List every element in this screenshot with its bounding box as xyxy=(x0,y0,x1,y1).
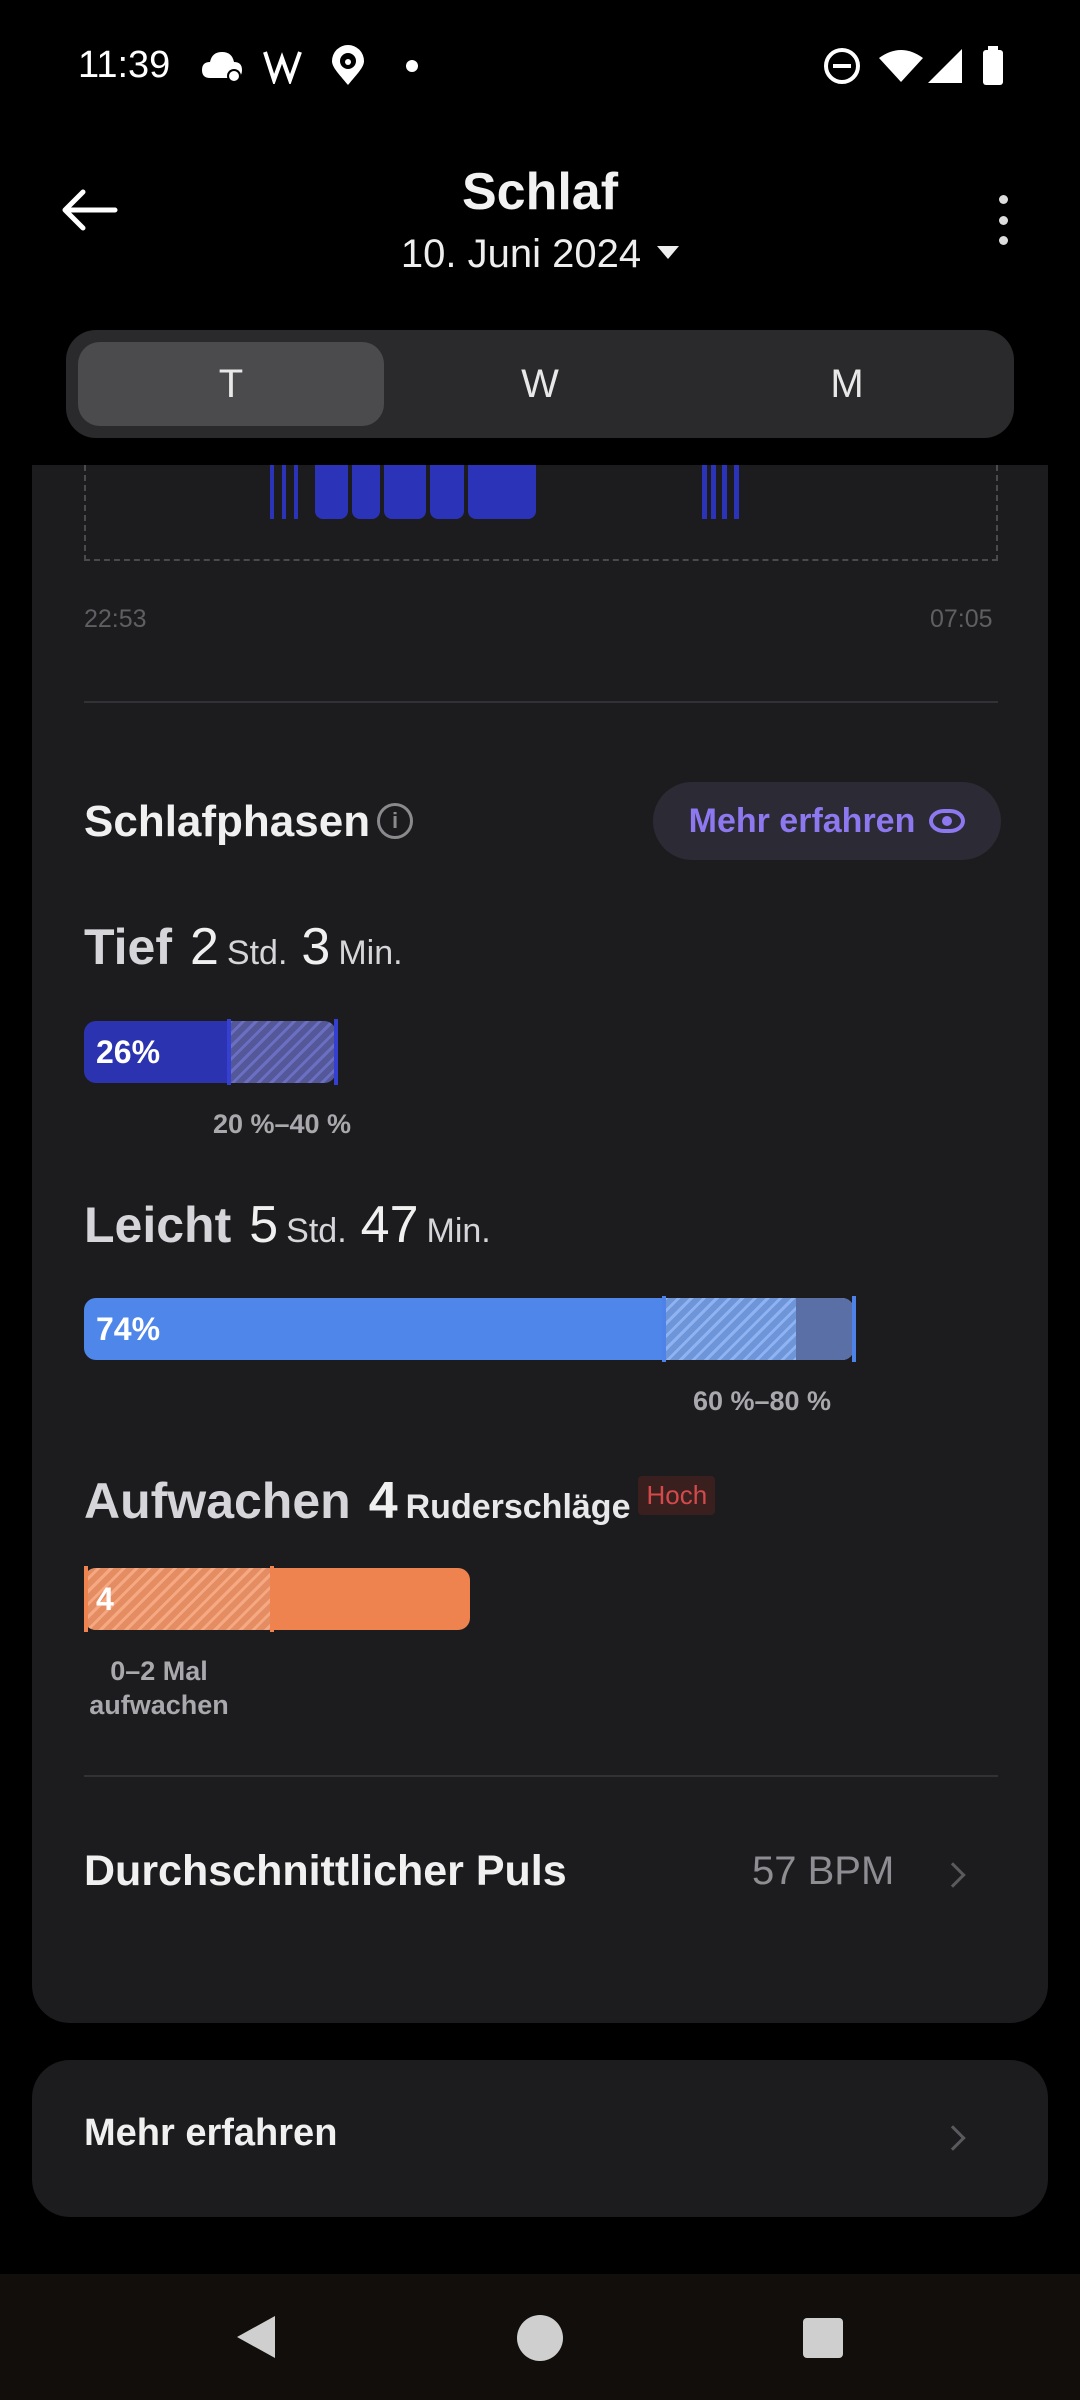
light-minutes-unit: Min. xyxy=(426,1212,491,1250)
status-badge: Hoch xyxy=(638,1476,716,1515)
tab-month[interactable]: M xyxy=(830,361,864,406)
light-range-label: 60 %–80 % xyxy=(692,1386,832,1416)
avg-pulse-label: Durchschnittlicher Puls xyxy=(84,1847,567,1895)
sleep-bar xyxy=(384,465,426,519)
awake-bar: 4 xyxy=(84,1568,470,1630)
sleep-bar xyxy=(702,465,707,519)
light-sleep-label: Leicht xyxy=(84,1197,232,1253)
more-options-button[interactable] xyxy=(985,195,1021,245)
light-sleep-row: Leicht 5 Std. 47 Min. xyxy=(84,1195,505,1255)
deep-sleep-bar: 26% xyxy=(84,1021,336,1083)
date-label: 10. Juni 2024 xyxy=(400,232,642,276)
chevron-right-icon xyxy=(940,2125,966,2151)
light-hours-unit: Std. xyxy=(286,1212,347,1250)
deep-range-start xyxy=(227,1019,231,1085)
chart-end-time: 07:05 xyxy=(930,605,993,633)
light-percent: 74% xyxy=(96,1311,161,1347)
sleep-details-card: 22:53 07:05 Schlafphasen i Mehr erfahren… xyxy=(32,465,1048,2023)
caret-down-icon xyxy=(657,245,680,259)
deep-range-end xyxy=(334,1019,338,1085)
more-vert-icon xyxy=(998,195,1008,204)
awake-range-line-1: 0–2 Mal xyxy=(110,1656,208,1686)
deep-sleep-row: Tief 2 Std. 3 Min. xyxy=(84,917,417,977)
sleep-bar xyxy=(315,465,348,519)
period-tabs: T W M xyxy=(66,330,1014,438)
chart-start-time: 22:53 xyxy=(84,605,147,633)
more-info-label: Mehr erfahren xyxy=(84,2112,338,2154)
sleep-bar xyxy=(734,465,739,519)
divider xyxy=(84,701,998,703)
deep-sleep-label: Tief xyxy=(84,919,172,975)
sleep-bar xyxy=(468,465,536,519)
status-time: 11:39 xyxy=(78,44,171,86)
arrow-left-icon xyxy=(62,189,118,231)
awake-target-range xyxy=(84,1568,272,1630)
awake-row: Aufwachen 4 Ruderschläge Hoch xyxy=(84,1471,716,1531)
light-hours: 5 xyxy=(249,1196,279,1254)
wifi-icon xyxy=(878,46,924,86)
do-not-disturb-icon xyxy=(822,46,862,86)
light-range-end xyxy=(852,1296,856,1362)
sleep-hypnogram xyxy=(84,465,998,561)
system-nav-bar xyxy=(0,2274,1080,2400)
date-selector[interactable]: 10. Juni 2024 xyxy=(0,232,1080,277)
avg-pulse-row[interactable]: Durchschnittlicher Puls 57 BPM xyxy=(32,1805,1048,1945)
deep-hours: 2 xyxy=(190,918,219,976)
location-paw-icon xyxy=(330,45,366,86)
deep-minutes-unit: Min. xyxy=(338,934,403,972)
battery-icon xyxy=(982,46,1004,86)
chevron-right-icon xyxy=(940,1862,966,1888)
awake-range-end xyxy=(270,1566,274,1632)
divider xyxy=(84,1775,998,1777)
learn-more-label: Mehr erfahren xyxy=(688,801,916,840)
light-sleep-bar: 74% xyxy=(84,1298,854,1360)
w-app-icon xyxy=(262,46,306,86)
more-info-card[interactable]: Mehr erfahren xyxy=(32,2060,1048,2217)
signal-icon xyxy=(926,46,964,86)
learn-more-button[interactable]: Mehr erfahren xyxy=(653,782,1001,860)
cloud-sync-icon xyxy=(200,46,244,86)
avg-pulse-value: 57 BPM xyxy=(752,1849,895,1893)
back-button[interactable] xyxy=(55,180,125,240)
page-title: Schlaf xyxy=(461,163,619,221)
home-nav-icon[interactable] xyxy=(516,2314,564,2367)
sleep-bar xyxy=(430,465,464,519)
deep-percent: 26% xyxy=(96,1034,161,1070)
sleep-bar xyxy=(270,465,274,519)
status-bar: 11:39 xyxy=(0,0,1080,130)
section-title: Schlafphasen xyxy=(84,797,371,846)
sleep-bar xyxy=(352,465,380,519)
info-icon[interactable]: i xyxy=(377,803,413,839)
light-range-start xyxy=(662,1296,666,1362)
deep-hours-unit: Std. xyxy=(226,934,288,972)
sleep-bar xyxy=(294,465,298,519)
awake-range-line-2: aufwachen xyxy=(89,1690,229,1720)
sleep-bar xyxy=(722,465,727,519)
tab-week[interactable]: W xyxy=(521,361,559,406)
light-over-range xyxy=(796,1298,854,1360)
light-minutes: 47 xyxy=(360,1196,419,1254)
eye-icon xyxy=(929,809,966,833)
awake-count-unit: Ruderschläge xyxy=(405,1488,631,1526)
sleep-bar xyxy=(282,465,286,519)
awake-label: Aufwachen xyxy=(84,1473,351,1529)
awake-range-label: 0–2 Mal aufwachen xyxy=(84,1654,234,1722)
awake-range-start xyxy=(84,1566,88,1632)
awake-count: 4 xyxy=(368,1472,398,1530)
deep-minutes: 3 xyxy=(301,918,331,976)
awake-value: 4 xyxy=(96,1581,114,1617)
back-nav-icon[interactable] xyxy=(235,2314,277,2365)
deep-range-label: 20 %–40 % xyxy=(212,1109,352,1139)
dot-icon xyxy=(405,46,419,86)
deep-target-range xyxy=(229,1021,336,1083)
tab-day[interactable]: T xyxy=(78,342,384,426)
sleep-bar xyxy=(711,465,716,519)
recents-nav-icon[interactable] xyxy=(802,2317,844,2364)
